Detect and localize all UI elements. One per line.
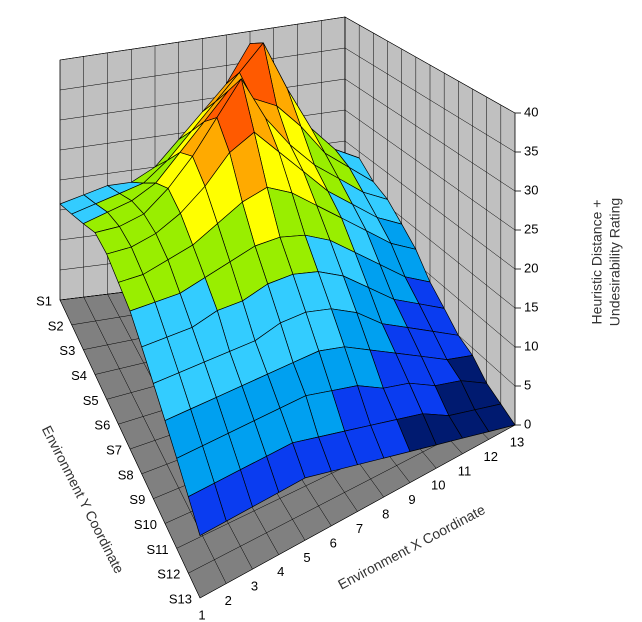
z-tick-label: 15 [524,299,538,314]
z-tick-label: 30 [524,182,538,197]
y-tick-label: S8 [118,467,134,482]
y-tick-label: S5 [83,393,99,408]
x-tick-label: 11 [458,463,472,478]
y-tick-label: S2 [48,318,64,333]
y-tick-label: S13 [169,591,192,606]
z-tick-label: 25 [524,221,538,236]
x-tick-label: 12 [484,449,498,464]
y-tick-label: S4 [71,368,87,383]
x-tick-label: 4 [277,564,284,579]
x-tick-label: 8 [382,507,389,522]
y-tick-label: S9 [129,492,145,507]
z-tick-label: 5 [524,377,531,392]
z-tick-label: 10 [524,338,538,353]
y-tick-label: S12 [157,567,180,582]
z-tick-label: 40 [524,104,538,119]
x-axis-title: Environment X Coordinate [335,501,488,592]
surface-cell [187,482,227,536]
x-tick-label: 9 [408,492,415,507]
z-tick-label: 35 [524,143,538,158]
x-tick-label: 3 [251,579,258,594]
x-tick-label: 2 [225,593,232,608]
z-axis-title: Heuristic Distance + [589,200,605,325]
x-tick-label: 13 [510,434,524,449]
y-tick-label: S11 [146,542,168,557]
y-tick-label: S1 [36,293,52,308]
z-tick-label: 0 [524,416,531,431]
y-tick-label: S7 [106,442,122,457]
x-tick-label: 7 [356,521,363,536]
y-tick-label: S3 [59,343,75,358]
y-tick-label: S10 [134,517,157,532]
z-axis-title: Undesirability Rating [607,198,623,326]
z-tick-label: 20 [524,260,538,275]
x-tick-label: 10 [431,478,445,493]
x-tick-label: 5 [303,550,310,565]
surface [59,42,516,536]
y-tick-label: S6 [94,418,110,433]
x-tick-label: 1 [198,607,205,622]
x-tick-label: 6 [330,535,337,550]
y-floor-line [199,424,516,599]
